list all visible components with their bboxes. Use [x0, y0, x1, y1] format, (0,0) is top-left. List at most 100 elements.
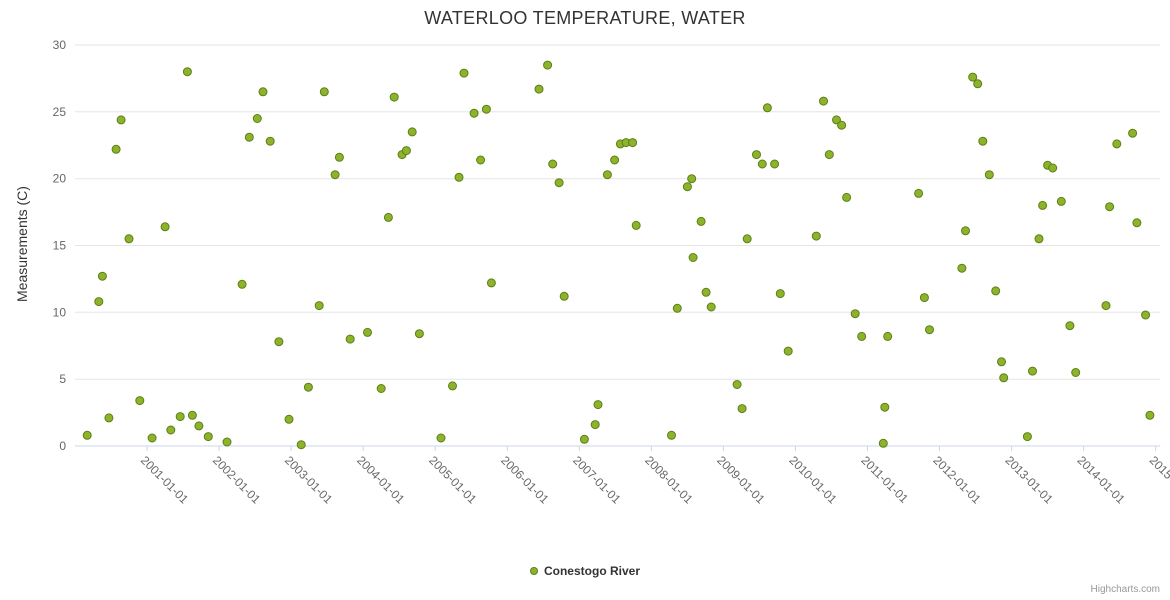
- data-point[interactable]: [548, 159, 558, 169]
- data-point[interactable]: [401, 146, 411, 156]
- data-point[interactable]: [203, 432, 213, 442]
- data-point[interactable]: [237, 279, 247, 289]
- data-point[interactable]: [732, 380, 742, 389]
- data-point[interactable]: [1022, 432, 1032, 442]
- data-point[interactable]: [314, 301, 324, 311]
- data-point[interactable]: [631, 220, 641, 230]
- data-point[interactable]: [770, 159, 780, 169]
- data-point[interactable]: [252, 114, 262, 123]
- data-point[interactable]: [258, 87, 268, 97]
- data-point[interactable]: [696, 216, 706, 226]
- data-point[interactable]: [543, 60, 553, 70]
- data-point[interactable]: [775, 289, 785, 299]
- data-point[interactable]: [147, 433, 157, 443]
- data-point[interactable]: [682, 182, 692, 192]
- data-point[interactable]: [244, 132, 254, 142]
- data-point[interactable]: [688, 253, 698, 262]
- data-point[interactable]: [303, 382, 313, 392]
- data-point[interactable]: [1056, 196, 1066, 206]
- data-point[interactable]: [1101, 301, 1111, 311]
- data-point[interactable]: [999, 373, 1009, 383]
- data-point[interactable]: [334, 152, 344, 162]
- data-point[interactable]: [579, 434, 589, 444]
- data-point[interactable]: [1132, 218, 1142, 228]
- legend-item-conestogo-river[interactable]: Conestogo River: [0, 564, 1170, 578]
- data-point[interactable]: [842, 192, 852, 202]
- data-point[interactable]: [1105, 202, 1115, 212]
- data-point[interactable]: [481, 104, 491, 114]
- data-point[interactable]: [997, 357, 1006, 367]
- data-point[interactable]: [837, 120, 847, 130]
- data-point[interactable]: [883, 331, 893, 341]
- data-point[interactable]: [1034, 234, 1044, 244]
- data-point[interactable]: [672, 303, 682, 313]
- data-point[interactable]: [554, 178, 564, 188]
- data-point[interactable]: [265, 136, 275, 146]
- data-point[interactable]: [160, 222, 170, 232]
- data-point[interactable]: [819, 96, 828, 106]
- data-point[interactable]: [602, 170, 612, 180]
- data-point[interactable]: [914, 188, 924, 198]
- data-point[interactable]: [469, 108, 479, 118]
- data-point[interactable]: [832, 115, 841, 125]
- data-point[interactable]: [1028, 366, 1037, 376]
- data-point[interactable]: [919, 293, 929, 303]
- data-point[interactable]: [701, 287, 711, 297]
- highcharts-credits-link[interactable]: Highcharts.com: [1090, 584, 1160, 595]
- data-point[interactable]: [330, 170, 340, 180]
- data-point[interactable]: [706, 302, 716, 312]
- data-point[interactable]: [194, 421, 204, 431]
- data-point[interactable]: [383, 212, 393, 222]
- data-point[interactable]: [94, 297, 104, 307]
- data-point[interactable]: [104, 413, 114, 423]
- data-point[interactable]: [97, 271, 107, 281]
- data-point[interactable]: [973, 79, 983, 89]
- data-point[interactable]: [559, 291, 569, 301]
- data-point[interactable]: [187, 410, 197, 420]
- data-point[interactable]: [1038, 200, 1048, 210]
- data-point[interactable]: [376, 384, 386, 393]
- data-point[interactable]: [274, 337, 284, 347]
- data-point[interactable]: [1071, 368, 1081, 377]
- data-point[interactable]: [757, 159, 767, 169]
- data-point[interactable]: [414, 329, 424, 339]
- data-point[interactable]: [667, 430, 676, 440]
- data-point[interactable]: [857, 331, 867, 341]
- data-point[interactable]: [737, 404, 747, 414]
- data-point[interactable]: [984, 170, 994, 180]
- data-point[interactable]: [1145, 410, 1155, 420]
- data-point[interactable]: [850, 309, 860, 319]
- data-point[interactable]: [284, 414, 294, 424]
- data-point[interactable]: [687, 174, 697, 184]
- data-point[interactable]: [448, 381, 457, 391]
- data-point[interactable]: [957, 263, 967, 273]
- data-point[interactable]: [752, 150, 761, 160]
- data-point[interactable]: [111, 144, 121, 154]
- data-point[interactable]: [1048, 163, 1058, 173]
- data-point[interactable]: [742, 234, 752, 244]
- data-point[interactable]: [296, 440, 306, 450]
- data-point[interactable]: [925, 325, 934, 335]
- data-point[interactable]: [968, 72, 978, 82]
- data-point[interactable]: [319, 87, 329, 97]
- data-point[interactable]: [175, 412, 185, 422]
- data-point[interactable]: [534, 84, 544, 94]
- data-point[interactable]: [486, 278, 496, 288]
- data-point[interactable]: [135, 396, 145, 406]
- data-point[interactable]: [1065, 321, 1075, 331]
- data-point[interactable]: [459, 68, 469, 78]
- data-point[interactable]: [124, 234, 134, 244]
- data-point[interactable]: [590, 420, 600, 430]
- data-point[interactable]: [978, 136, 988, 146]
- data-point[interactable]: [1128, 128, 1138, 138]
- data-point[interactable]: [593, 400, 603, 410]
- data-point[interactable]: [166, 425, 176, 435]
- data-point[interactable]: [878, 438, 888, 448]
- data-point[interactable]: [476, 155, 486, 165]
- data-point[interactable]: [82, 430, 92, 440]
- data-point[interactable]: [454, 172, 464, 182]
- data-point[interactable]: [389, 92, 399, 102]
- data-point[interactable]: [182, 67, 192, 77]
- data-point[interactable]: [222, 437, 232, 447]
- data-point[interactable]: [762, 103, 772, 113]
